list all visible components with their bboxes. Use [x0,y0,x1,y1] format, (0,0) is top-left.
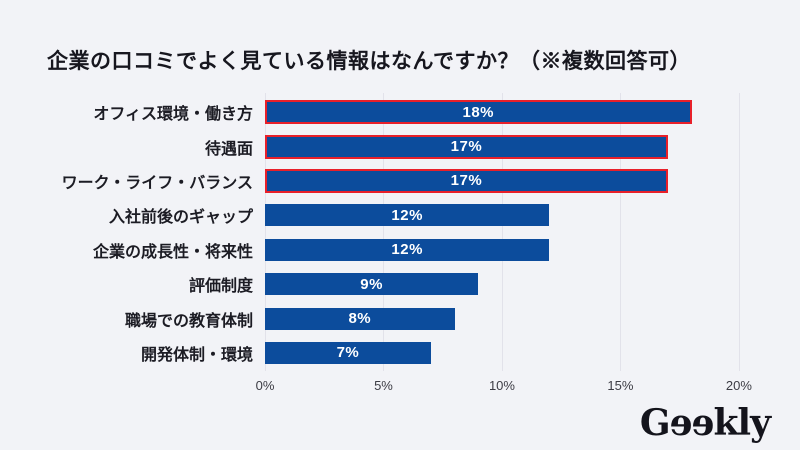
bar-value-label: 12% [391,206,423,224]
x-axis: 0% 5% 10% 15% 20% [256,378,765,396]
bar-row: 待遇面 17% [0,129,800,163]
bar-track: 17% [265,168,765,193]
bar-rows: オフィス環境・働き方 18% 待遇面 17% ワーク・ライフ・バランス 17% … [0,95,800,370]
bar-value-label: 9% [360,275,383,293]
bar-value-label: 17% [450,172,483,190]
bar: 12% [265,204,550,227]
gridline [265,93,266,371]
bar: 8% [265,307,455,330]
category-label: 待遇面 [204,140,253,158]
gridline [738,93,740,371]
category-label: 企業の成長性・将来性 [92,243,253,261]
bar-row: 開発体制・環境 7% [0,336,800,370]
bar: 12% [265,238,550,261]
bar-value-label: 17% [450,138,483,156]
bar-track: 8% [265,307,765,330]
bar: 17% [265,134,668,159]
bar: 9% [265,273,479,296]
x-tick-label: 10% [488,378,515,393]
category-label: 評価制度 [188,278,253,296]
x-tick-label: 20% [725,378,752,393]
bar-row: 職場での教育体制 8% [0,301,800,335]
bar: 17% [265,168,668,193]
bar-row: 企業の成長性・将来性 12% [0,233,800,267]
bar-value-label: 8% [348,310,372,328]
bar-track: 12% [265,238,765,261]
category-label: ワーク・ライフ・バランス [61,174,253,192]
bar-value-label: 7% [336,344,360,362]
category-label: 職場での教育体制 [124,312,253,330]
gridlines [265,93,765,371]
gridline [383,93,385,371]
bar: 7% [265,341,431,364]
gridline [501,93,503,371]
bar-track: 9% [265,273,765,296]
gridline [620,93,622,371]
bar-track: 18% [265,100,765,125]
x-tick-label: 15% [607,378,634,393]
x-tick-label: 5% [374,378,393,393]
bar: 18% [265,100,692,125]
geekly-logo: Gɘɘkly [639,402,771,444]
bar-track: 7% [265,341,765,364]
bar-row: ワーク・ライフ・バランス 17% [0,164,800,198]
bar-chart: オフィス環境・働き方 18% 待遇面 17% ワーク・ライフ・バランス 17% … [0,93,800,393]
category-label: オフィス環境・働き方 [93,106,253,124]
bar-value-label: 12% [391,241,423,259]
bar-row: 入社前後のギャップ 12% [0,198,800,232]
bar-row: オフィス環境・働き方 18% [0,95,800,129]
bar-track: 12% [265,204,765,227]
category-label: 開発体制・環境 [140,346,253,364]
category-label: 入社前後のギャップ [108,209,253,227]
bar-value-label: 18% [462,103,495,121]
bar-track: 17% [265,134,765,159]
x-tick-label: 0% [255,378,275,393]
bar-row: 評価制度 9% [0,267,800,301]
chart-title: 企業の口コミでよく見ている情報はなんですか？（※複数回答可） [47,50,691,74]
